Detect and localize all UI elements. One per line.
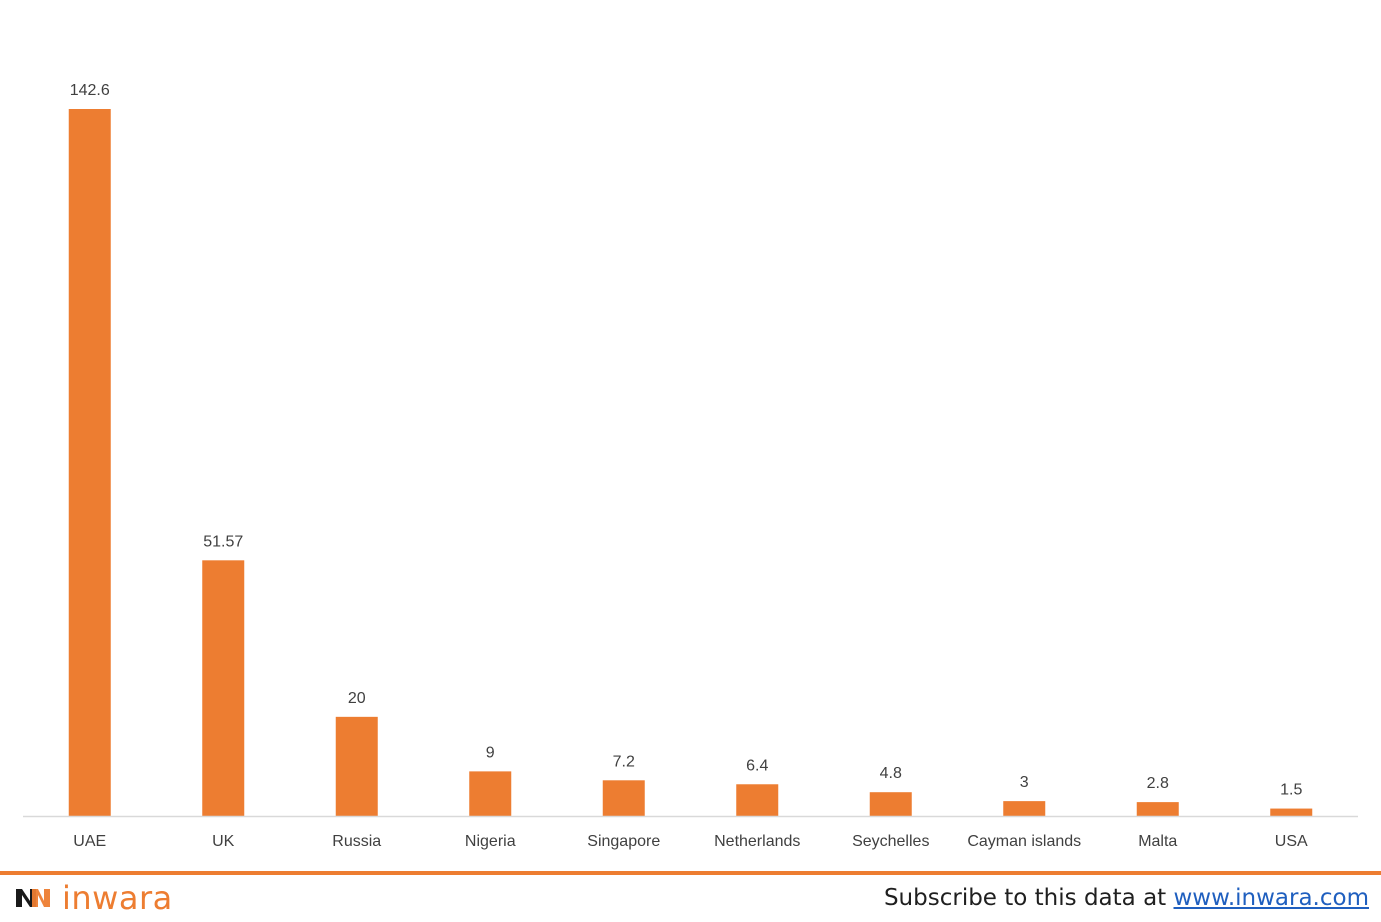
x-tick-label-group: UAE UK Russia Nigeria Singapore Netherlands Se… [73, 833, 1308, 850]
x-tick-label-nigeria: Nigeria [465, 833, 516, 850]
bar-netherlands [736, 784, 779, 816]
bar-group [68, 109, 1313, 816]
x-tick-label-cayman-islands: Cayman islands [967, 833, 1081, 850]
data-label-uk: 51.57 [203, 533, 243, 550]
data-label-usa: 1.5 [1280, 782, 1302, 799]
subscribe-text: Subscribe to this data at [883, 885, 1174, 911]
bar-uae [68, 109, 111, 816]
x-tick-label-uk: UK [212, 833, 235, 850]
x-tick-label-seychelles: Seychelles [852, 833, 929, 850]
data-label-cayman-islands: 3 [1020, 774, 1029, 791]
data-label-russia: 20 [348, 690, 366, 707]
inwara-logo-icon [16, 889, 50, 907]
bar-seychelles [869, 792, 912, 816]
bar-singapore [602, 780, 645, 816]
x-tick-label-russia: Russia [332, 833, 381, 850]
bar-nigeria [469, 771, 512, 816]
logo-wordmark: inwara [62, 879, 173, 917]
subscribe-notice: Subscribe to this data at www.inwara.com [884, 880, 1369, 916]
bar-cayman-islands [1003, 801, 1046, 816]
x-tick-label-singapore: Singapore [587, 833, 660, 850]
data-label-malta: 2.8 [1147, 775, 1169, 792]
bar-chart: 142.6 51.57 20 9 7.2 6.4 4.8 3 2.8 1.5 UAE UK Russi… [23, 82, 1358, 850]
x-tick-label-malta: Malta [1138, 833, 1177, 850]
data-label-group: 142.6 51.57 20 9 7.2 6.4 4.8 3 2.8 1.5 [70, 82, 1303, 799]
x-tick-label-uae: UAE [73, 833, 106, 850]
data-label-singapore: 7.2 [613, 753, 635, 770]
inwara-logo: inwara [16, 878, 173, 918]
x-tick-label-netherlands: Netherlands [714, 833, 800, 850]
bar-uk [202, 560, 245, 816]
bar-russia [335, 716, 378, 816]
bar-usa [1270, 808, 1313, 816]
data-label-nigeria: 9 [486, 744, 495, 761]
x-tick-label-usa: USA [1275, 833, 1308, 850]
subscribe-link[interactable]: www.inwara.com [1173, 885, 1370, 911]
footer-divider [0, 871, 1381, 875]
data-label-seychelles: 4.8 [880, 765, 902, 782]
bar-malta [1136, 802, 1179, 816]
data-label-netherlands: 6.4 [746, 757, 768, 774]
data-label-uae: 142.6 [70, 82, 110, 99]
